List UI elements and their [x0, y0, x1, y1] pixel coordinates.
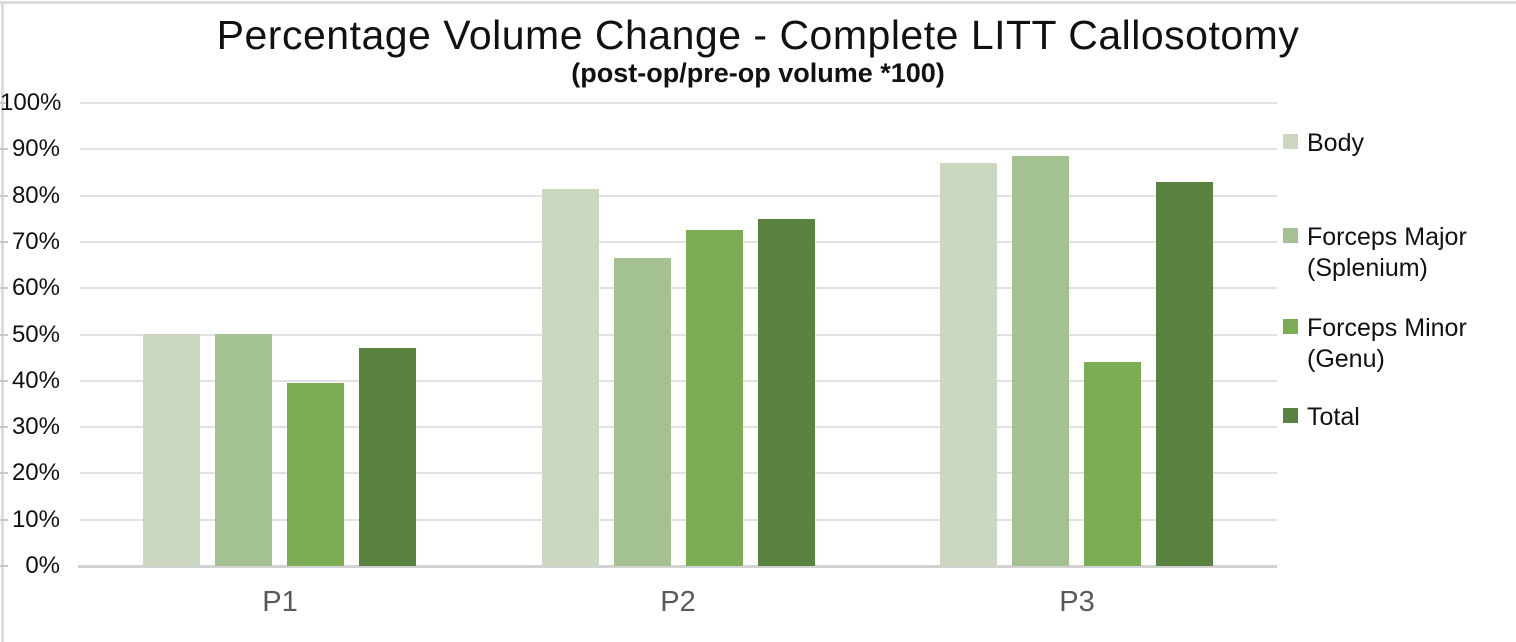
x-axis-baseline: [78, 565, 1277, 568]
y-axis-tick: [0, 565, 8, 567]
y-axis-tick: [0, 472, 8, 475]
legend-label-line: (Splenium): [1307, 254, 1428, 282]
y-axis-tick-label: 10%: [11, 505, 60, 533]
y-axis-tick-label: 30%: [11, 413, 60, 441]
x-axis-label-p2: P2: [660, 586, 696, 618]
chart-border-top: [0, 1, 1516, 4]
y-axis-tick-label: 80%: [11, 181, 60, 209]
bar-p1-body: [143, 334, 200, 566]
gridline-50%: [80, 333, 1277, 336]
gridline-80%: [80, 194, 1277, 197]
bar-p3-forceps-major-splenium: [1012, 156, 1069, 566]
gridline-10%: [80, 518, 1277, 521]
gridline-40%: [80, 379, 1277, 382]
legend-label-line: Forceps Minor: [1307, 314, 1467, 342]
legend-swatch-total: [1283, 408, 1298, 423]
y-axis-tick-label: 20%: [11, 459, 60, 487]
gridline-60%: [80, 287, 1277, 290]
chart-subtitle: (post-op/pre-op volume *100): [571, 58, 945, 88]
gridline-90%: [80, 148, 1277, 151]
y-axis-tick-label: 100%: [0, 89, 62, 116]
y-axis-tick-label: 70%: [11, 227, 60, 255]
y-axis-tick: [0, 194, 8, 197]
y-axis-tick: [0, 148, 8, 151]
bar-p3-forceps-minor-genu: [1084, 362, 1141, 566]
y-axis-tick-label: 50%: [11, 320, 60, 348]
y-axis-tick: [0, 426, 8, 429]
y-axis-tick: [0, 102, 8, 104]
legend-swatch-forceps-minor-genu: [1283, 319, 1298, 334]
bar-p2-forceps-minor-genu: [686, 230, 743, 566]
y-axis-tick-label: 0%: [25, 552, 60, 579]
y-axis-tick: [0, 333, 8, 336]
legend-label-line: (Genu): [1307, 345, 1385, 373]
legend-label-total: Total: [1307, 402, 1360, 433]
y-axis-tick: [0, 379, 8, 382]
x-axis-label-p1: P1: [262, 586, 298, 618]
legend-label-body: Body: [1307, 128, 1364, 159]
y-axis-tick: [0, 518, 8, 521]
bar-p2-total: [758, 219, 815, 566]
gridline-30%: [80, 426, 1277, 429]
legend-label-line: Total: [1307, 403, 1360, 431]
gridline-70%: [80, 240, 1277, 243]
legend-label-forceps-minor-genu: Forceps Minor (Genu): [1307, 313, 1467, 375]
gridline-100%: [80, 102, 1277, 104]
bar-p3-total: [1156, 182, 1213, 566]
legend-swatch-body: [1283, 134, 1298, 149]
legend-label-line: Forceps Major: [1307, 223, 1467, 251]
gridline-20%: [80, 472, 1277, 475]
y-axis-tick: [0, 287, 8, 290]
bar-p1-total: [359, 348, 416, 566]
legend-label-forceps-major-splenium: Forceps Major (Splenium): [1307, 222, 1467, 284]
chart-title: Percentage Volume Change - Complete LITT…: [216, 12, 1300, 58]
y-axis-tick-label: 90%: [11, 135, 60, 163]
bar-p2-body: [542, 189, 599, 566]
y-axis-line: [1, 1, 4, 642]
y-axis-tick-label: 60%: [11, 274, 60, 302]
bar-p2-forceps-major-splenium: [614, 258, 671, 566]
bar-p3-body: [940, 163, 997, 566]
legend-label-line: Body: [1307, 129, 1364, 157]
x-axis-label-p3: P3: [1059, 586, 1095, 618]
y-axis-tick-label: 40%: [11, 366, 60, 394]
bar-p1-forceps-major-splenium: [215, 334, 272, 566]
bar-p1-forceps-minor-genu: [287, 383, 344, 566]
legend-swatch-forceps-major-splenium: [1283, 228, 1298, 243]
y-axis-tick: [0, 240, 8, 243]
